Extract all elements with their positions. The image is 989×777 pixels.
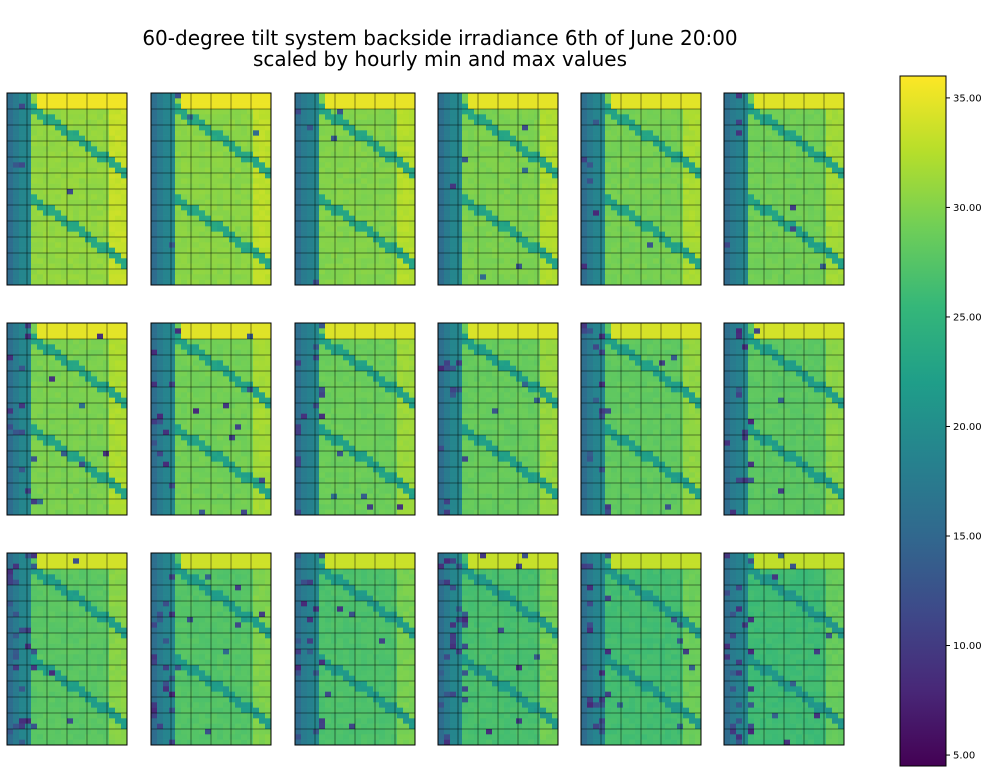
colorbar-gradient	[899, 75, 947, 767]
colorbar-tick-label: 10.00	[953, 641, 982, 652]
heatmap-panel-r1-c1	[6, 92, 128, 286]
heatmap-panel-r2-c3	[294, 322, 416, 516]
colorbar-tick-label: 5.00	[953, 751, 975, 762]
heatmap-panel-r3-c6	[723, 552, 845, 746]
heatmap-panel-r2-c6	[723, 322, 845, 516]
colorbar-tick-label: 25.00	[953, 312, 982, 323]
colorbar-tick-label: 15.00	[953, 532, 982, 543]
heatmap-panel-r1-c4	[437, 92, 559, 286]
heatmap-panel-r2-c1	[6, 322, 128, 516]
colorbar: 5.00 10.00 15.00 20.00 25.00 30.00 35.00	[899, 75, 982, 767]
heatmap-panel-r3-c1	[6, 552, 128, 746]
heatmap-panel-r2-c2	[150, 322, 272, 516]
heatmap-panel-r3-c3	[294, 552, 416, 746]
heatmap-panel-r1-c5	[580, 92, 702, 286]
colorbar-tick-label: 35.00	[953, 93, 982, 104]
heatmap-panels	[6, 92, 845, 746]
chart-title-line-2: scaled by hourly min and max values	[253, 47, 627, 71]
colorbar-tick-label: 20.00	[953, 422, 982, 433]
heatmap-panel-r1-c2	[150, 92, 272, 286]
heatmap-panel-r2-c4	[437, 322, 559, 516]
heatmap-panel-r1-c6	[723, 92, 845, 286]
heatmap-panel-r3-c4	[437, 552, 559, 746]
heatmap-panel-r1-c3	[294, 92, 416, 286]
heatmap-panel-r3-c5	[580, 552, 702, 746]
heatmap-panel-r2-c5	[580, 322, 702, 516]
heatmap-panel-r3-c2	[150, 552, 272, 746]
colorbar-tick-label: 30.00	[953, 203, 982, 214]
